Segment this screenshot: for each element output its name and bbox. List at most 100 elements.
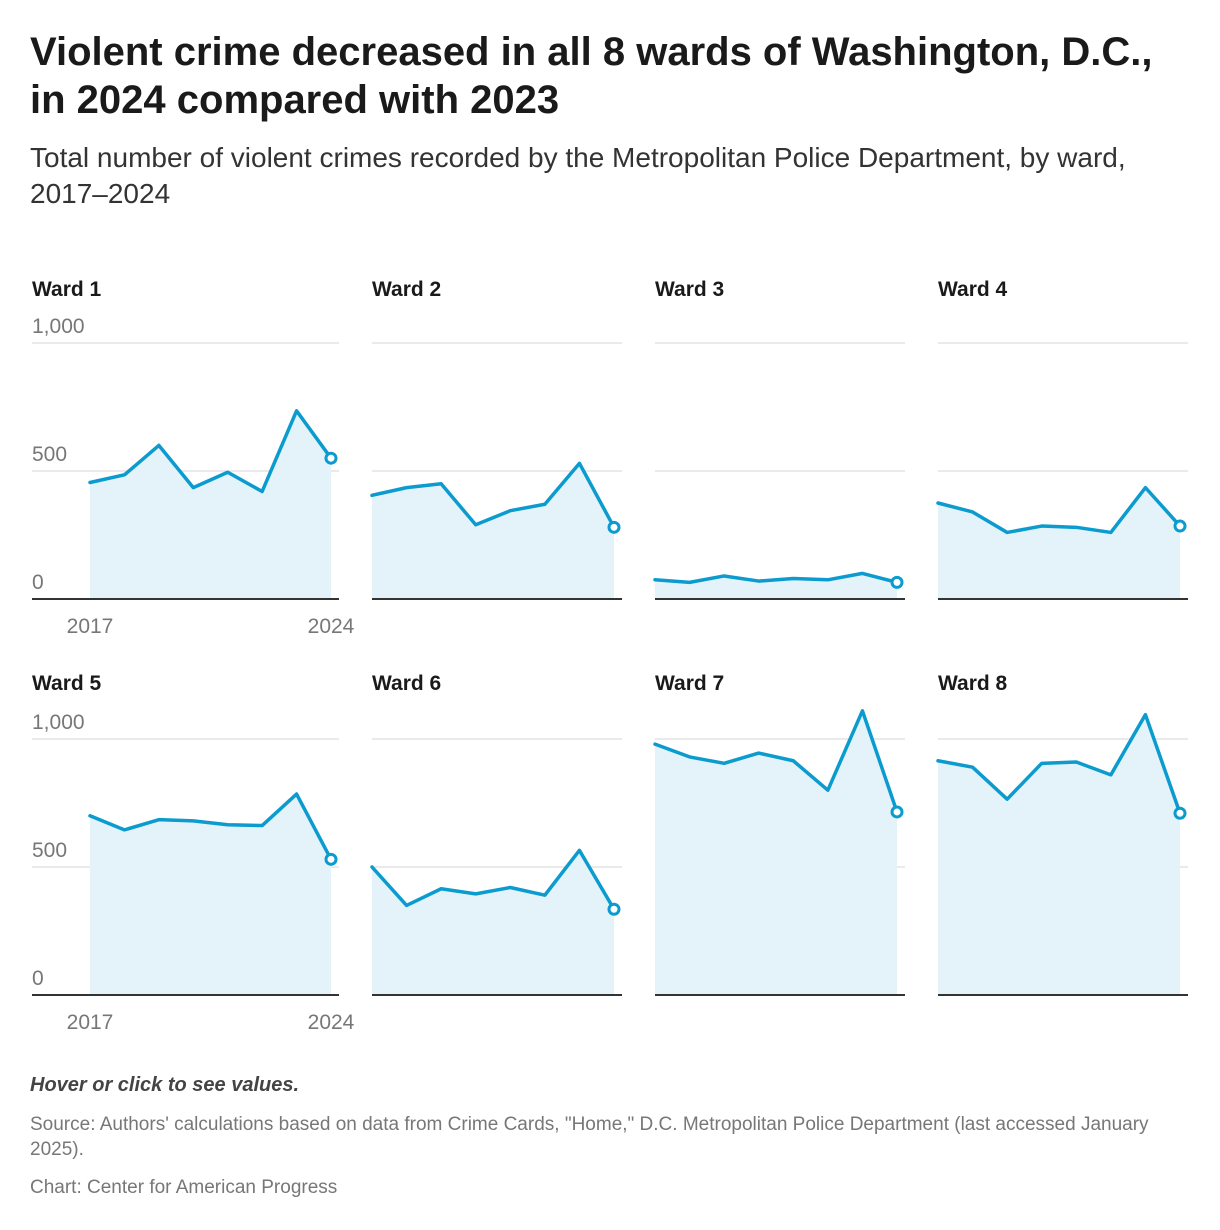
data-point[interactable]: Ward 2 2023: 530 — [575, 459, 583, 467]
series-line[interactable] — [936, 712, 1182, 815]
series-area — [90, 410, 331, 599]
series-line[interactable] — [88, 409, 333, 494]
data-point[interactable]: Ward 7 2019: 905 — [720, 759, 728, 767]
panel-ward-6[interactable]: Ward 6 Ward 6 2017: 500 Ward 6 2018: 350 Wa… — [368, 672, 622, 996]
y-tick-label: 1,000 — [32, 315, 85, 338]
series-area — [372, 850, 614, 995]
data-point[interactable]: Ward 6 2022: 390 — [541, 891, 549, 899]
series-line[interactable] — [370, 461, 616, 530]
data-point[interactable]: Ward 8 2019: 765 — [1003, 795, 1011, 803]
data-point[interactable]: Ward 8 2021: 910 — [1072, 758, 1080, 766]
data-point[interactable]: Ward 5 2020: 680 — [189, 817, 197, 825]
data-point[interactable]: Ward 6 2023: 565 — [575, 846, 583, 854]
data-point[interactable]: Ward 2 2017: 405 — [368, 491, 376, 499]
end-point-marker[interactable]: Ward 8 2024: 710 — [1173, 806, 1187, 820]
data-point[interactable]: Ward 4 2020: 285 — [1038, 522, 1046, 530]
data-point[interactable]: Ward 5 2019: 685 — [155, 816, 163, 824]
panel-ward-7[interactable]: Ward 7 Ward 7 2017: 980 Ward 7 2018: 930 Wa… — [651, 672, 905, 996]
data-point[interactable]: Ward 7 2023: 1110 — [858, 707, 866, 715]
data-point[interactable]: Ward 1 2020: 435 — [189, 484, 197, 492]
data-point[interactable]: Ward 5 2023: 785 — [293, 790, 301, 798]
data-point[interactable]: Ward 5 2021: 665 — [224, 821, 232, 829]
data-point[interactable]: Ward 1 2018: 485 — [120, 471, 128, 479]
data-point[interactable]: Ward 6 2019: 415 — [437, 885, 445, 893]
data-point[interactable]: Ward 2 2019: 450 — [437, 480, 445, 488]
y-tick-label: 500 — [32, 443, 67, 466]
end-point-marker[interactable]: Ward 3 2024: 65 — [890, 575, 904, 589]
series-line[interactable] — [653, 571, 899, 585]
data-point[interactable]: Ward 6 2021: 420 — [506, 883, 514, 891]
data-point[interactable]: Ward 4 2018: 340 — [969, 508, 977, 516]
series-line[interactable] — [370, 848, 616, 911]
end-point-marker[interactable]: Ward 7 2024: 715 — [890, 805, 904, 819]
data-point[interactable]: Ward 3 2019: 90 — [720, 572, 728, 580]
data-point[interactable]: Ward 6 2018: 350 — [403, 901, 411, 909]
data-point[interactable]: Ward 8 2023: 1095 — [1141, 711, 1149, 719]
data-point[interactable]: Ward 5 2018: 645 — [120, 826, 128, 834]
end-point-marker[interactable]: Ward 6 2024: 335 — [607, 902, 621, 916]
panel-title: Ward 6 — [372, 672, 441, 695]
data-point[interactable]: Ward 1 2022: 420 — [258, 487, 266, 495]
data-point[interactable]: Ward 5 2022: 662 — [258, 822, 266, 830]
data-point[interactable]: Ward 5 2017: 700 — [86, 812, 94, 820]
end-point-marker[interactable]: Ward 4 2024: 285 — [1173, 519, 1187, 533]
data-point[interactable]: Ward 1 2021: 495 — [224, 468, 232, 476]
data-point[interactable]: Ward 4 2017: 375 — [934, 499, 942, 507]
data-point[interactable]: Ward 1 2023: 735 — [293, 407, 301, 415]
panel-title: Ward 1 — [32, 278, 102, 301]
data-point[interactable]: Ward 8 2017: 915 — [934, 757, 942, 765]
data-point[interactable]: Ward 2 2020: 290 — [472, 521, 480, 529]
panel-ward-1[interactable]: Ward 1 0 500 1,000 Ward 1 2017: 455 Ward 1 20… — [32, 278, 355, 638]
data-point[interactable]: Ward 3 2018: 65 — [686, 578, 694, 586]
panel-title: Ward 2 — [372, 278, 441, 301]
series-line[interactable] — [936, 485, 1182, 535]
series-area — [938, 714, 1180, 995]
panel-ward-2[interactable]: Ward 2 Ward 2 2017: 405 Ward 2 2018: 435 Wa… — [368, 278, 622, 600]
y-tick-label: 0 — [32, 967, 44, 990]
hover-hint: Hover or click to see values. — [30, 1074, 300, 1096]
data-point[interactable]: Ward 4 2022: 260 — [1107, 528, 1115, 536]
data-point[interactable]: Ward 2 2022: 370 — [541, 500, 549, 508]
series-area — [90, 794, 331, 995]
data-point[interactable]: Ward 3 2020: 70 — [755, 577, 763, 585]
data-point[interactable]: Ward 2 2021: 345 — [506, 507, 514, 515]
data-point[interactable]: Ward 1 2019: 600 — [155, 441, 163, 449]
series-area — [655, 573, 897, 599]
y-tick-label: 500 — [32, 839, 67, 862]
series-area — [655, 710, 897, 995]
data-point[interactable]: Ward 4 2021: 280 — [1072, 523, 1080, 531]
data-point[interactable]: Ward 3 2022: 75 — [824, 576, 832, 584]
data-point[interactable]: Ward 1 2017: 455 — [86, 479, 94, 487]
data-point[interactable]: Ward 7 2018: 930 — [686, 753, 694, 761]
data-point[interactable]: Ward 7 2020: 945 — [755, 749, 763, 757]
panel-ward-8[interactable]: Ward 8 Ward 8 2017: 915 Ward 8 2018: 890 Wa… — [934, 672, 1188, 996]
end-point-marker[interactable]: Ward 1 2024: 550 — [324, 451, 338, 465]
data-point[interactable]: Ward 8 2020: 905 — [1038, 759, 1046, 767]
data-point[interactable]: Ward 7 2017: 980 — [651, 740, 659, 748]
data-point[interactable]: Ward 2 2018: 435 — [403, 484, 411, 492]
data-point[interactable]: Ward 6 2017: 500 — [368, 863, 376, 871]
data-point[interactable]: Ward 7 2021: 915 — [789, 757, 797, 765]
end-point-marker[interactable]: Ward 5 2024: 530 — [324, 852, 338, 866]
panel-ward-3[interactable]: Ward 3 Ward 3 2017: 75 Ward 3 2018: 65 Ward… — [651, 278, 905, 600]
data-point[interactable]: Ward 4 2023: 435 — [1141, 484, 1149, 492]
data-point[interactable]: Ward 4 2019: 260 — [1003, 528, 1011, 536]
series-line[interactable] — [88, 792, 333, 862]
data-point[interactable]: Ward 8 2022: 860 — [1107, 771, 1115, 779]
data-point[interactable]: Ward 7 2022: 800 — [824, 786, 832, 794]
panel-ward-4[interactable]: Ward 4 Ward 4 2017: 375 Ward 4 2018: 340 Wa… — [934, 278, 1188, 600]
series-line[interactable] — [653, 709, 899, 814]
y-tick-label: 1,000 — [32, 711, 85, 734]
data-point[interactable]: Ward 8 2018: 890 — [969, 763, 977, 771]
series-area — [938, 487, 1180, 599]
source-note: Source: Authors' calculations based on d… — [30, 1114, 1149, 1160]
end-point-marker[interactable]: Ward 2 2024: 280 — [607, 520, 621, 534]
data-point[interactable]: Ward 3 2017: 75 — [651, 576, 659, 584]
data-point[interactable]: Ward 3 2023: 100 — [858, 569, 866, 577]
data-point[interactable]: Ward 3 2021: 80 — [789, 575, 797, 583]
chart-credit: Chart: Center for American Progress — [30, 1177, 338, 1198]
data-point[interactable]: Ward 6 2020: 395 — [472, 890, 480, 898]
panel-ward-5[interactable]: Ward 5 0 500 1,000 Ward 5 2017: 700 Ward 5 20… — [32, 672, 355, 1034]
panel-title: Ward 5 — [32, 672, 102, 695]
